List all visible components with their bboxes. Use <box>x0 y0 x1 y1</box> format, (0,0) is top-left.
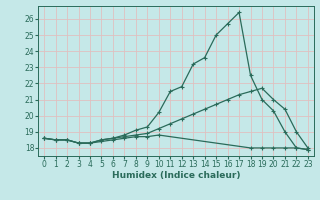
X-axis label: Humidex (Indice chaleur): Humidex (Indice chaleur) <box>112 171 240 180</box>
